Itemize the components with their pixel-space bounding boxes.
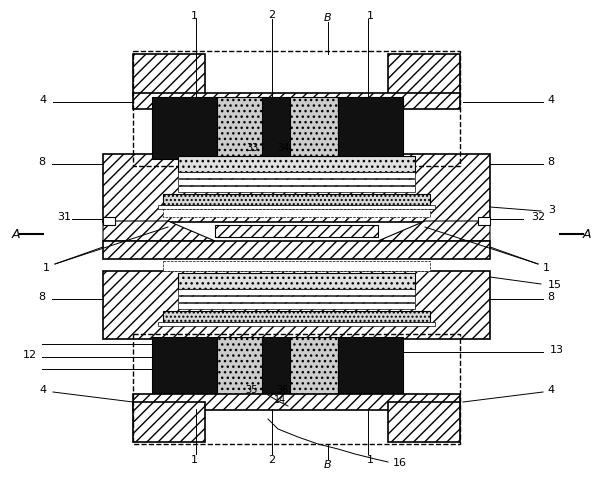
Bar — [388, 55, 460, 97]
Text: 8: 8 — [39, 291, 46, 301]
Bar — [178, 173, 415, 179]
Text: 1: 1 — [191, 11, 198, 21]
Bar — [152, 337, 217, 399]
Bar — [163, 312, 430, 323]
Text: 13: 13 — [550, 344, 564, 354]
Text: B: B — [324, 13, 332, 23]
Text: 1: 1 — [543, 263, 549, 273]
Bar — [290, 337, 338, 399]
Bar — [217, 98, 265, 160]
Bar — [217, 337, 265, 399]
Text: 4: 4 — [548, 95, 555, 105]
Bar — [178, 187, 415, 192]
Text: 14: 14 — [274, 394, 286, 404]
Bar — [163, 210, 430, 217]
Text: 15: 15 — [548, 279, 562, 289]
Bar — [290, 98, 338, 160]
Bar — [103, 217, 115, 226]
Bar — [178, 296, 415, 302]
Text: 4: 4 — [548, 384, 555, 394]
Bar — [338, 98, 403, 160]
Polygon shape — [103, 222, 215, 241]
Text: 8: 8 — [548, 156, 555, 167]
Bar — [215, 226, 378, 238]
Text: 34: 34 — [277, 143, 289, 153]
Bar — [478, 217, 490, 226]
Bar — [133, 402, 205, 442]
Text: 1: 1 — [191, 454, 198, 464]
Text: 33: 33 — [246, 143, 258, 153]
Text: 2: 2 — [268, 10, 276, 20]
Bar — [163, 194, 430, 205]
Bar — [338, 337, 403, 399]
Bar — [133, 334, 460, 444]
Text: B: B — [324, 459, 332, 469]
Text: 35: 35 — [246, 384, 258, 394]
Polygon shape — [378, 222, 490, 241]
Bar — [133, 55, 205, 97]
Bar — [178, 289, 415, 295]
Bar — [178, 156, 415, 173]
Bar — [103, 241, 490, 260]
Text: 1: 1 — [367, 11, 373, 21]
Text: 32: 32 — [531, 212, 545, 222]
Bar — [178, 274, 415, 289]
Text: 2: 2 — [268, 454, 276, 464]
Bar — [103, 271, 490, 339]
Text: 8: 8 — [548, 291, 555, 301]
Bar — [158, 323, 435, 326]
Text: 1: 1 — [367, 454, 373, 464]
Text: 16: 16 — [393, 457, 407, 467]
Text: 1: 1 — [42, 263, 49, 273]
Bar — [152, 98, 217, 160]
Text: 36: 36 — [276, 384, 288, 394]
Bar — [103, 155, 490, 223]
Text: A: A — [582, 228, 591, 241]
Bar — [178, 180, 415, 186]
Bar — [262, 98, 290, 160]
Bar — [262, 337, 290, 399]
Text: 3: 3 — [548, 204, 555, 215]
Bar — [133, 94, 460, 110]
Text: 8: 8 — [39, 156, 46, 167]
Text: 4: 4 — [39, 384, 46, 394]
Bar — [163, 262, 430, 271]
Text: 12: 12 — [23, 349, 37, 359]
Bar — [158, 205, 435, 210]
Bar — [178, 303, 415, 309]
Bar — [133, 394, 460, 410]
Text: A: A — [12, 228, 21, 241]
Text: 31: 31 — [57, 212, 71, 222]
Bar — [133, 52, 460, 167]
Bar — [388, 402, 460, 442]
Text: 4: 4 — [39, 95, 46, 105]
